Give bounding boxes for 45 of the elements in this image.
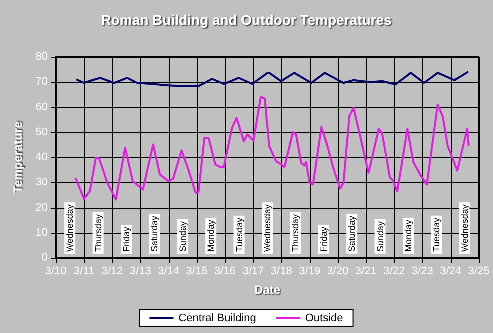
annotation: Tuesday	[432, 217, 442, 252]
annotation: Thursday	[290, 214, 301, 252]
x-tick-label: 3/15	[186, 266, 208, 278]
y-tick-label: 40	[36, 152, 48, 164]
y-tick-label: 0	[42, 252, 48, 264]
x-tick-label: 3/12	[102, 266, 124, 278]
annotation: Saturday	[347, 215, 358, 252]
y-tick-label: 30	[36, 176, 48, 189]
annotation: Saturday	[150, 215, 160, 252]
x-tick-label: 3/25	[468, 266, 490, 278]
x-tick-label: 3/14	[158, 266, 180, 278]
annotation: Wednesday	[65, 204, 76, 252]
x-tick-label: 3/21	[355, 266, 377, 278]
annotation: Tuesday	[234, 217, 244, 252]
y-tick-label: 60	[36, 101, 48, 114]
annotation: Wednesday	[460, 204, 470, 252]
annotation: Monday	[404, 219, 414, 252]
x-tick-label: 3/22	[384, 266, 406, 278]
x-tick-label: 3/23	[412, 266, 434, 278]
y-tick-label: 50	[36, 126, 48, 138]
x-axis-title: Date	[254, 283, 281, 297]
annotation: Friday	[122, 226, 132, 252]
x-tick-label: 3/11	[74, 266, 94, 278]
y-tick-label: 80	[36, 51, 48, 63]
y-tick-label: 20	[36, 202, 48, 214]
annotation: Friday	[318, 226, 329, 252]
x-tick-label: 3/16	[214, 266, 236, 278]
y-axis-title: Temperature	[11, 121, 25, 194]
annotation: Monday	[206, 219, 216, 252]
x-tick-label: 3/24	[440, 266, 462, 278]
x-tick-label: 3/19	[299, 266, 321, 278]
annotation: Sunday	[375, 220, 386, 252]
legend-label: Outside	[305, 312, 344, 324]
x-tick-label: 3/13	[130, 266, 152, 278]
x-tick-label: 3/17	[242, 266, 264, 278]
x-tick-label: 3/18	[270, 266, 292, 278]
y-tick-label: 10	[36, 226, 48, 239]
legend-label: Central Building	[178, 312, 256, 324]
y-tick-label: 70	[36, 76, 48, 88]
annotation: Sunday	[178, 220, 188, 252]
x-tick-label: 3/20	[327, 266, 349, 278]
annotation: Wednesday	[262, 204, 272, 252]
annotation: Thursday	[93, 214, 104, 252]
x-tick-label: 3/10	[45, 266, 67, 278]
chart-title: Roman Building and Outdoor Temperatures	[101, 12, 392, 28]
